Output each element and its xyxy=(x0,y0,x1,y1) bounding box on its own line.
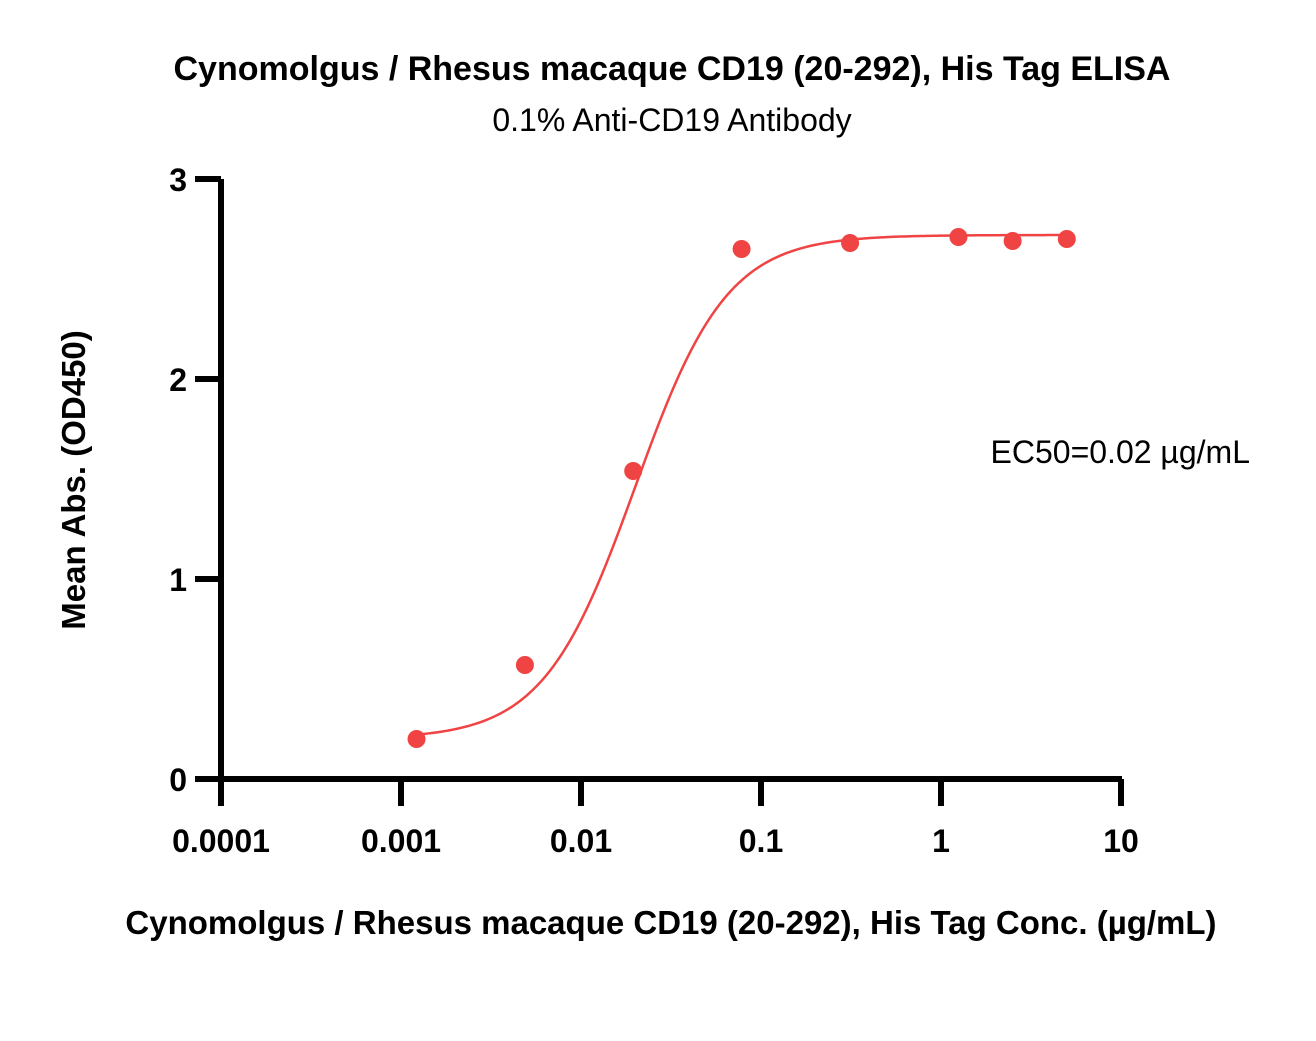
y-ticks: 0 1 2 3 xyxy=(169,162,221,798)
y-tick-label: 3 xyxy=(169,162,187,198)
data-point xyxy=(732,240,751,258)
axes xyxy=(218,179,1122,782)
x-tick-label: 0.001 xyxy=(361,823,441,859)
data-point xyxy=(407,730,426,748)
x-ticks: 0.0001 0.001 0.01 0.1 1 10 xyxy=(172,779,1139,859)
data-point xyxy=(624,462,643,480)
data-points xyxy=(407,228,1076,748)
y-tick-label: 0 xyxy=(169,762,187,798)
y-axis-label: Mean Abs. (OD450) xyxy=(55,330,92,630)
y-tick-label: 2 xyxy=(169,362,187,398)
chart-subtitle: 0.1% Anti-CD19 Antibody xyxy=(492,102,851,138)
data-point xyxy=(1057,230,1076,248)
x-tick-label: 0.01 xyxy=(550,823,612,859)
fit-curve xyxy=(416,233,1067,736)
chart-title: Cynomolgus / Rhesus macaque CD19 (20-292… xyxy=(174,50,1171,88)
x-tick-label: 0.1 xyxy=(739,823,783,859)
x-tick-label: 10 xyxy=(1103,823,1139,859)
x-tick-label: 0.0001 xyxy=(172,823,270,859)
x-tick-label: 1 xyxy=(932,823,950,859)
ec50-annotation: EC50=0.02 µg/mL xyxy=(991,434,1250,470)
data-point xyxy=(949,228,968,246)
data-point xyxy=(841,234,860,252)
data-point xyxy=(1003,232,1022,250)
y-tick-label: 1 xyxy=(169,562,187,598)
x-axis-label: Cynomolgus / Rhesus macaque CD19 (20-292… xyxy=(125,904,1216,941)
data-point xyxy=(515,656,534,674)
